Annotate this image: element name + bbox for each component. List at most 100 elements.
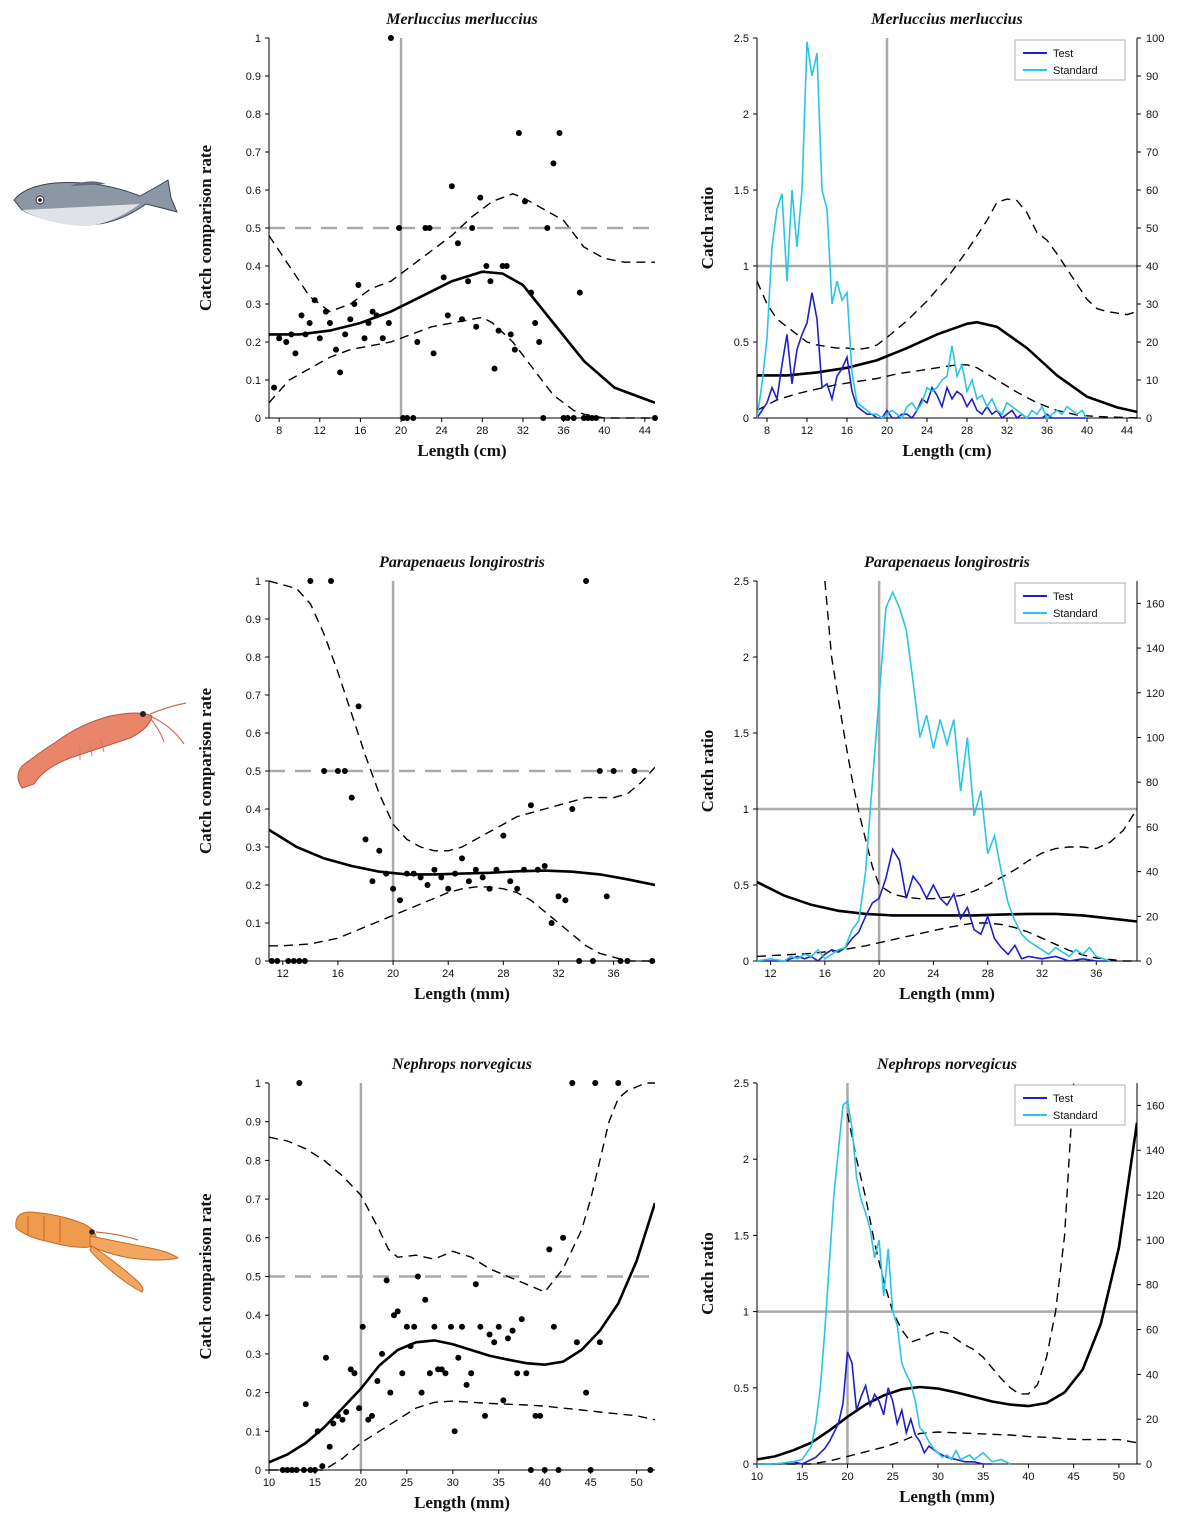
x-tick-label: 16 [332, 968, 344, 980]
y-tick-label: 2 [743, 652, 749, 664]
x-tick-label: 32 [1001, 425, 1013, 437]
data-point [351, 1370, 358, 1377]
data-point [445, 885, 452, 892]
data-point [487, 278, 494, 285]
series-standard-line [757, 41, 1088, 420]
data-point [532, 1412, 539, 1419]
data-point [333, 346, 340, 353]
x-tick-label: 30 [932, 1471, 944, 1483]
fit-curve [269, 828, 655, 887]
data-point [438, 1366, 445, 1373]
data-point [274, 958, 281, 964]
data-point [407, 1343, 414, 1350]
data-point [355, 703, 362, 710]
y-axis-label: Catch comparison rate [196, 687, 215, 854]
data-point [356, 1405, 363, 1412]
data-point [477, 1323, 484, 1330]
data-point [550, 1323, 557, 1330]
y-right-tick-label: 70 [1146, 147, 1158, 159]
data-point [548, 920, 555, 926]
data-point [615, 1080, 622, 1086]
data-point [339, 1416, 346, 1423]
shrimp-icon [17, 702, 187, 789]
y-right-tick-label: 80 [1146, 1280, 1158, 1292]
data-point [583, 578, 590, 584]
data-point [347, 1366, 354, 1373]
y-tick-label: 0.9 [246, 1117, 261, 1129]
x-tick-label: 35 [977, 1471, 989, 1483]
data-point [468, 1370, 475, 1377]
data-point [652, 415, 658, 421]
data-point [521, 198, 528, 205]
data-point [394, 1308, 401, 1315]
data-point [455, 1354, 462, 1361]
data-point [302, 1401, 309, 1408]
data-point [302, 331, 309, 338]
data-point [537, 1412, 544, 1419]
data-point [491, 1339, 498, 1346]
y-tick-label: 1 [743, 261, 749, 273]
data-point [649, 958, 656, 964]
x-tick-label: 32 [517, 425, 529, 437]
data-point [341, 768, 348, 774]
data-point [515, 130, 522, 136]
data-point [334, 768, 341, 774]
series-test-line [757, 847, 1110, 963]
data-point [351, 301, 358, 307]
y-tick-label: 0.9 [246, 614, 261, 626]
data-point [431, 1323, 438, 1330]
data-point [500, 1397, 507, 1404]
data-point [440, 274, 447, 281]
y-right-tick-label: 140 [1146, 643, 1164, 655]
legend-box [1014, 39, 1126, 81]
data-point [454, 240, 461, 247]
x-axis-label: Length (mm) [414, 1493, 510, 1512]
fit-curve [757, 320, 1137, 414]
y-tick-label: 0.6 [246, 728, 261, 740]
x-tick-label: 20 [841, 1471, 853, 1483]
confidence-band-lower [757, 364, 1137, 419]
data-point [307, 1467, 314, 1473]
y-right-tick-label: 20 [1146, 337, 1158, 349]
y-right-tick-label: 160 [1146, 1100, 1164, 1112]
data-point [368, 1412, 375, 1419]
data-point [404, 415, 411, 421]
y-tick-label: 0.2 [246, 880, 261, 892]
legend-label-standard: Standard [1053, 1110, 1098, 1122]
x-tick-label: 28 [476, 425, 488, 437]
data-point [569, 806, 576, 812]
y-right-tick-label: 120 [1146, 1190, 1164, 1202]
series-standard-line [757, 1099, 1011, 1465]
data-point [271, 384, 278, 391]
confidence-band-upper [824, 580, 1137, 900]
data-point [610, 768, 617, 774]
data-point [596, 768, 603, 774]
y-right-tick-label: 20 [1146, 911, 1158, 923]
data-point [540, 415, 547, 421]
legend-label-test: Test [1053, 48, 1073, 60]
legend-label-standard: Standard [1053, 65, 1098, 77]
data-point [293, 1467, 300, 1473]
data-point [523, 1370, 530, 1377]
chart-title: Parapenaeus longirostris [863, 554, 1030, 571]
y-tick-label: 0 [743, 1459, 749, 1471]
legend-label-test: Test [1053, 1093, 1073, 1105]
data-point [424, 882, 431, 888]
y-tick-label: 0.1 [246, 918, 261, 930]
data-point [362, 836, 369, 843]
chart-panel-6: 10 15 20 25 30 35 40 45 50 0 0.5 1 1.5 2 2.5 0 20 40 60 80 1… [698, 1056, 1164, 1506]
x-tick-label: 10 [751, 1471, 763, 1483]
y-tick-label: 0.5 [734, 337, 749, 349]
y-tick-label: 0.5 [246, 1272, 261, 1284]
y-right-tick-label: 60 [1146, 185, 1158, 197]
x-tick-label: 40 [598, 425, 610, 437]
data-point [311, 297, 318, 304]
data-point [288, 331, 295, 338]
data-point [387, 1389, 394, 1396]
data-point [426, 225, 433, 231]
data-point [483, 263, 490, 269]
data-point [521, 866, 528, 873]
x-tick-label: 44 [639, 425, 651, 437]
y-tick-label: 2.5 [734, 33, 749, 45]
